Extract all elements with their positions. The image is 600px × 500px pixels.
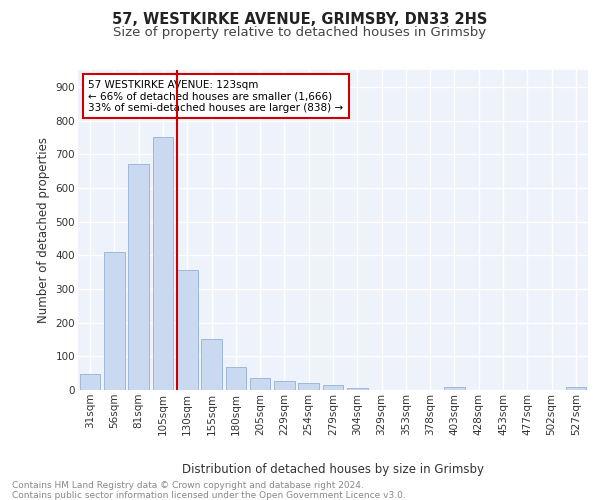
Bar	[298, 384, 319, 390]
Bar	[250, 378, 271, 390]
Text: 57 WESTKIRKE AVENUE: 123sqm
← 66% of detached houses are smaller (1,666)
33% of : 57 WESTKIRKE AVENUE: 123sqm ← 66% of det…	[88, 80, 343, 113]
Bar	[80, 374, 100, 390]
Text: Size of property relative to detached houses in Grimsby: Size of property relative to detached ho…	[113, 26, 487, 39]
Bar	[177, 270, 197, 390]
Text: Contains HM Land Registry data © Crown copyright and database right 2024.
Contai: Contains HM Land Registry data © Crown c…	[12, 481, 406, 500]
Bar	[104, 252, 125, 390]
Bar	[226, 367, 246, 390]
Bar	[201, 340, 222, 390]
Text: 57, WESTKIRKE AVENUE, GRIMSBY, DN33 2HS: 57, WESTKIRKE AVENUE, GRIMSBY, DN33 2HS	[112, 12, 488, 28]
Bar	[566, 387, 586, 390]
Text: Distribution of detached houses by size in Grimsby: Distribution of detached houses by size …	[182, 462, 484, 475]
Bar	[347, 388, 368, 390]
Bar	[128, 164, 149, 390]
Bar	[152, 138, 173, 390]
Bar	[274, 381, 295, 390]
Y-axis label: Number of detached properties: Number of detached properties	[37, 137, 50, 323]
Bar	[444, 387, 465, 390]
Bar	[323, 385, 343, 390]
